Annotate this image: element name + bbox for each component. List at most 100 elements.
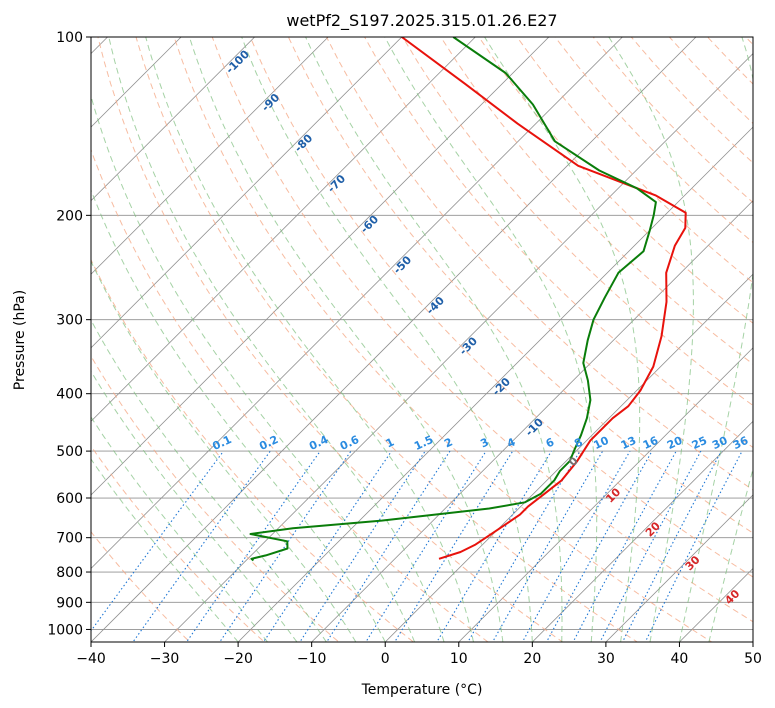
isotherm-line — [679, 567, 753, 642]
isotherm-line — [91, 37, 623, 570]
line-labels: 0.1 0.2 0.4 0.6 1 1.5 2 3 4 6 8 10 13 16 20 25 30 36-100-… — [210, 47, 750, 607]
isotherm-line — [91, 37, 697, 642]
mixing-ratio-line — [365, 450, 487, 642]
moist-adiabat-line — [108, 37, 445, 642]
dry-adiabat-line — [326, 37, 753, 491]
y-tick-label: 900 — [56, 595, 83, 611]
mixing-ratio-line — [621, 450, 722, 642]
dry-adiabat-label: -40 — [424, 294, 447, 317]
mixing-ratio-label: 13 — [619, 434, 638, 452]
isotherm-line — [164, 52, 753, 642]
dry-adiabat-line — [440, 37, 753, 365]
chart-title: wetPf2_S197.2025.315.01.26.E27 — [286, 11, 557, 31]
mixing-ratio-line — [644, 450, 743, 642]
mixing-ratio-line — [599, 450, 702, 642]
moist-adiabat-line — [145, 37, 474, 642]
x-tick-label: 0 — [381, 651, 390, 667]
moist-adiabat-line — [91, 188, 386, 642]
mixing-ratio-line — [132, 450, 271, 642]
isotherm-line — [237, 126, 753, 642]
x-tick-label: −40 — [76, 651, 106, 667]
dry-adiabat-label: -10 — [523, 415, 546, 438]
x-tick-label: −30 — [150, 651, 180, 667]
mixing-ratio-line — [91, 450, 224, 632]
mixing-ratio-label: 2 — [442, 435, 454, 450]
isotherm-line — [91, 37, 403, 349]
isotherm-line — [532, 420, 753, 642]
mixing-ratio-label: 25 — [690, 434, 709, 452]
mixing-ratio-line — [545, 450, 653, 642]
dry-adiabat-label: -70 — [325, 172, 348, 195]
dry-adiabat-label: 0 — [566, 454, 581, 469]
dry-adiabat-line — [91, 445, 265, 642]
moist-adiabat-line — [384, 37, 598, 642]
mixing-ratio-label: 1.5 — [412, 433, 435, 453]
moist-adiabat-line — [608, 37, 694, 642]
dry-adiabat-line — [135, 37, 639, 642]
dry-adiabat-line — [516, 37, 753, 284]
isotherm-line — [311, 200, 753, 642]
dry-adiabat-line — [91, 258, 415, 642]
dewpoint-line — [249, 37, 657, 562]
y-tick-label: 500 — [56, 444, 83, 460]
series-group — [249, 37, 687, 562]
y-tick-label: 300 — [56, 313, 83, 329]
y-tick-label: 700 — [56, 531, 83, 547]
x-tick-label: 20 — [523, 651, 541, 667]
dry-adiabat-label: -90 — [259, 91, 282, 114]
dry-adiabat-label: -60 — [358, 213, 381, 236]
x-tick-label: 30 — [597, 651, 615, 667]
moist-adiabat-line — [708, 467, 753, 642]
dry-adiabat-line — [97, 37, 564, 642]
dry-adiabat-line — [249, 37, 753, 578]
y-axis-label: Pressure (hPa) — [12, 290, 28, 390]
mixing-ratio-line — [262, 450, 392, 642]
y-tick-label: 100 — [56, 30, 83, 46]
mixing-ratio-label: 36 — [731, 434, 751, 452]
x-tick-label: 10 — [450, 651, 468, 667]
isotherm-line — [605, 494, 753, 642]
moist-adiabat-line — [91, 319, 327, 642]
x-tick-label: −10 — [297, 651, 327, 667]
dry-adiabat-line — [364, 37, 753, 449]
mixing-ratio-line — [467, 450, 581, 642]
y-tick-label: 400 — [56, 387, 83, 403]
dry-adiabat-label: -30 — [457, 334, 480, 357]
mixing-ratio-label: 0.2 — [257, 433, 280, 453]
moist-adiabat-line — [91, 260, 357, 642]
plot-area — [91, 37, 753, 642]
y-tick-label: 800 — [56, 565, 83, 581]
dry-adiabat-line — [173, 37, 713, 642]
isotherm-line — [752, 641, 753, 642]
mixing-ratio-label: 10 — [592, 434, 612, 452]
isotherm-line — [91, 37, 476, 422]
mixing-ratio-label: 20 — [665, 434, 685, 452]
mixing-ratio-line — [572, 450, 677, 642]
x-axis-label: Temperature (°C) — [361, 682, 483, 698]
x-tick-label: 40 — [671, 651, 689, 667]
isotherm-line — [91, 37, 329, 275]
mixing-ratio-label: 30 — [710, 434, 730, 452]
background-lines — [91, 37, 753, 642]
mixing-ratio-label: 1 — [384, 435, 396, 450]
dry-adiabat-label: 10 — [603, 485, 623, 505]
dry-adiabat-line — [478, 37, 753, 324]
moist-adiabat-line — [241, 37, 533, 642]
mixing-ratio-line — [299, 450, 426, 642]
dry-adiabat-line — [91, 148, 489, 642]
mixing-ratio-label: 0.6 — [338, 433, 361, 453]
moist-adiabat-line — [91, 370, 298, 642]
dry-adiabat-line — [91, 355, 340, 642]
moist-adiabat-line — [91, 458, 239, 642]
y-tick-label: 200 — [56, 208, 83, 224]
mixing-ratio-label: 16 — [641, 434, 661, 452]
dry-adiabat-label: 30 — [683, 553, 703, 573]
mixing-ratio-line — [492, 450, 604, 642]
dry-adiabat-label: 20 — [643, 519, 663, 539]
moist-adiabat-line — [91, 94, 416, 642]
dry-adiabat-label: -20 — [490, 375, 513, 398]
moist-adiabat-line — [91, 416, 268, 642]
mixing-ratio-label: 6 — [544, 435, 557, 450]
y-tick-label: 1000 — [47, 622, 83, 638]
